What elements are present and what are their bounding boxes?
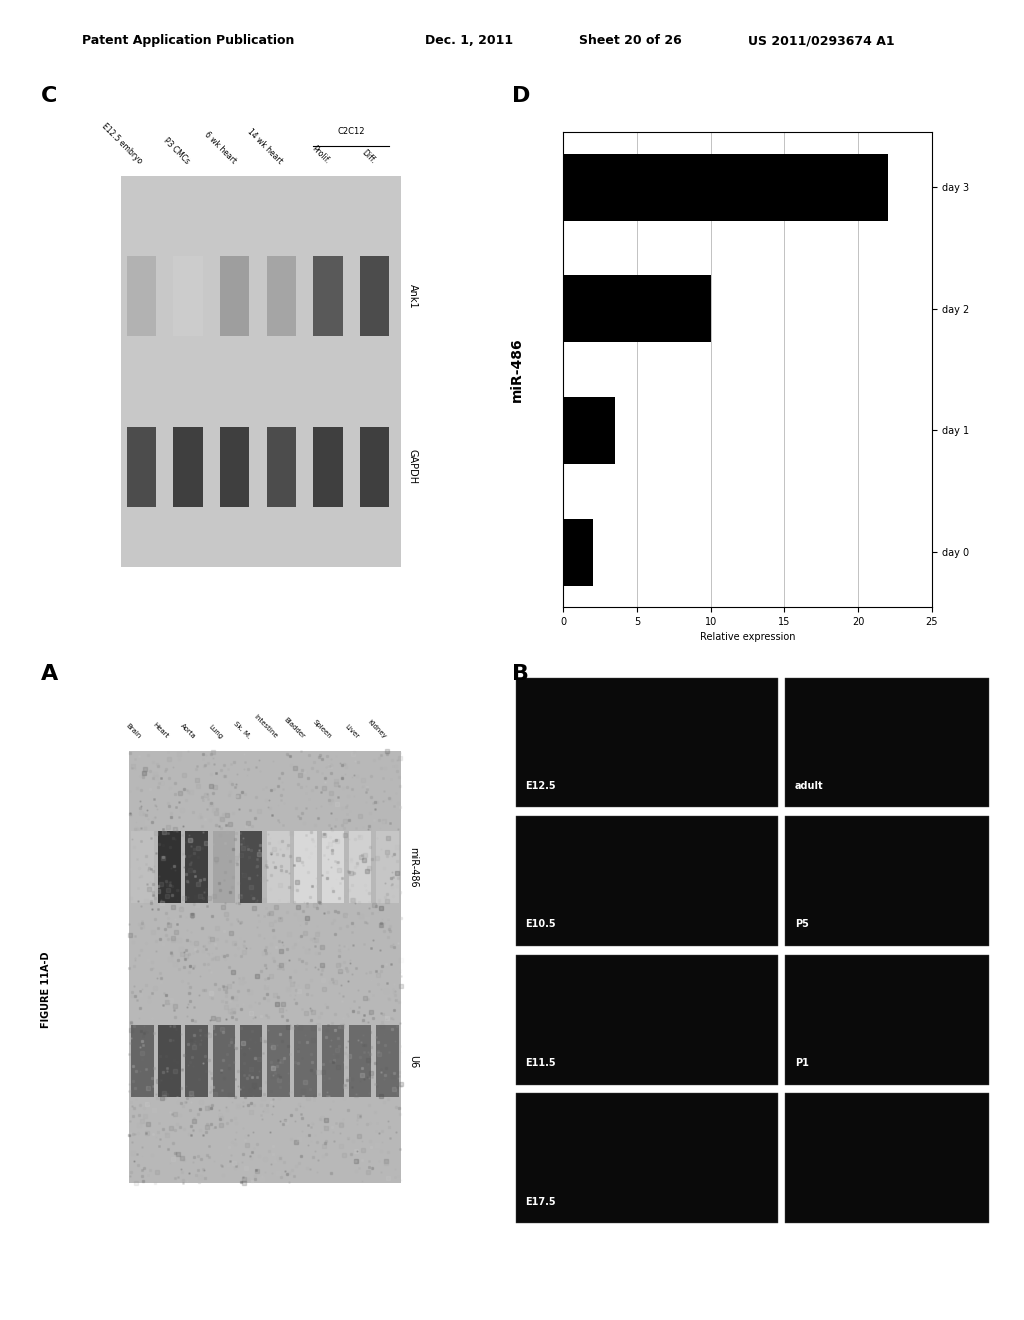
Text: 14 wk heart: 14 wk heart <box>246 127 285 166</box>
FancyBboxPatch shape <box>516 1093 777 1224</box>
Text: B: B <box>512 664 529 684</box>
Text: Kidney: Kidney <box>367 718 387 739</box>
FancyBboxPatch shape <box>173 426 203 507</box>
Text: Sheet 20 of 26: Sheet 20 of 26 <box>579 34 681 48</box>
FancyBboxPatch shape <box>349 1026 372 1097</box>
Text: Liver: Liver <box>344 723 360 739</box>
Bar <box>563 397 614 463</box>
Text: adult: adult <box>795 780 823 791</box>
FancyBboxPatch shape <box>785 677 989 808</box>
Text: U6: U6 <box>408 1055 418 1068</box>
FancyBboxPatch shape <box>213 832 236 903</box>
Text: 6 wk heart: 6 wk heart <box>202 131 238 166</box>
Text: Spleen: Spleen <box>312 718 333 739</box>
Text: C: C <box>41 86 57 106</box>
Text: C2C12: C2C12 <box>338 127 366 136</box>
Text: Patent Application Publication: Patent Application Publication <box>82 34 294 48</box>
Text: P1: P1 <box>795 1057 809 1068</box>
FancyBboxPatch shape <box>294 1026 317 1097</box>
Text: Lung: Lung <box>208 723 224 739</box>
FancyBboxPatch shape <box>322 1026 344 1097</box>
FancyBboxPatch shape <box>516 816 777 946</box>
FancyBboxPatch shape <box>266 426 296 507</box>
Text: Dec. 1, 2011: Dec. 1, 2011 <box>425 34 513 48</box>
FancyBboxPatch shape <box>785 954 989 1085</box>
FancyBboxPatch shape <box>185 1026 208 1097</box>
FancyBboxPatch shape <box>213 1026 236 1097</box>
Text: E10.5: E10.5 <box>525 919 556 929</box>
FancyBboxPatch shape <box>220 426 249 507</box>
Text: D: D <box>512 86 530 106</box>
Text: GAPDH: GAPDH <box>408 449 418 484</box>
FancyBboxPatch shape <box>267 1026 290 1097</box>
FancyBboxPatch shape <box>158 832 181 903</box>
FancyBboxPatch shape <box>360 426 389 507</box>
FancyBboxPatch shape <box>516 954 777 1085</box>
FancyBboxPatch shape <box>294 832 317 903</box>
Text: Brain: Brain <box>125 722 142 739</box>
Text: A: A <box>41 664 58 684</box>
FancyBboxPatch shape <box>121 176 401 568</box>
FancyBboxPatch shape <box>360 256 389 337</box>
Text: Prolif.: Prolif. <box>309 144 331 166</box>
Text: Aorta: Aorta <box>179 722 197 739</box>
Text: E12.5 embryo: E12.5 embryo <box>100 121 144 166</box>
FancyBboxPatch shape <box>266 256 296 337</box>
Text: Bladder: Bladder <box>283 717 305 739</box>
Bar <box>563 276 711 342</box>
FancyBboxPatch shape <box>785 1093 989 1224</box>
FancyBboxPatch shape <box>785 816 989 946</box>
FancyBboxPatch shape <box>240 1026 262 1097</box>
FancyBboxPatch shape <box>173 256 203 337</box>
FancyBboxPatch shape <box>127 256 156 337</box>
Bar <box>563 153 888 220</box>
Text: E11.5: E11.5 <box>525 1057 556 1068</box>
FancyBboxPatch shape <box>158 1026 181 1097</box>
Text: miR-486: miR-486 <box>510 338 524 401</box>
Text: miR-486: miR-486 <box>408 847 418 887</box>
FancyBboxPatch shape <box>313 256 343 337</box>
Text: FIGURE 11A-D: FIGURE 11A-D <box>41 952 51 1028</box>
Bar <box>563 519 593 586</box>
FancyBboxPatch shape <box>131 832 154 903</box>
Text: Diff.: Diff. <box>360 148 378 166</box>
Text: Intestine: Intestine <box>253 714 279 739</box>
FancyBboxPatch shape <box>220 256 249 337</box>
FancyBboxPatch shape <box>240 832 262 903</box>
FancyBboxPatch shape <box>131 1026 154 1097</box>
FancyBboxPatch shape <box>185 832 208 903</box>
FancyBboxPatch shape <box>313 426 343 507</box>
Text: Ank1: Ank1 <box>408 284 418 309</box>
FancyBboxPatch shape <box>376 1026 398 1097</box>
Text: E17.5: E17.5 <box>525 1196 556 1206</box>
FancyBboxPatch shape <box>129 751 401 1183</box>
FancyBboxPatch shape <box>349 832 372 903</box>
Text: Heart: Heart <box>152 722 169 739</box>
Text: P5: P5 <box>795 919 809 929</box>
Text: Sk. M.: Sk. M. <box>231 721 251 739</box>
X-axis label: Relative expression: Relative expression <box>699 632 796 643</box>
FancyBboxPatch shape <box>322 832 344 903</box>
Text: US 2011/0293674 A1: US 2011/0293674 A1 <box>748 34 894 48</box>
FancyBboxPatch shape <box>376 832 398 903</box>
FancyBboxPatch shape <box>516 677 777 808</box>
Text: P3 CMCs: P3 CMCs <box>161 136 190 166</box>
FancyBboxPatch shape <box>267 832 290 903</box>
FancyBboxPatch shape <box>127 426 156 507</box>
Text: E12.5: E12.5 <box>525 780 556 791</box>
